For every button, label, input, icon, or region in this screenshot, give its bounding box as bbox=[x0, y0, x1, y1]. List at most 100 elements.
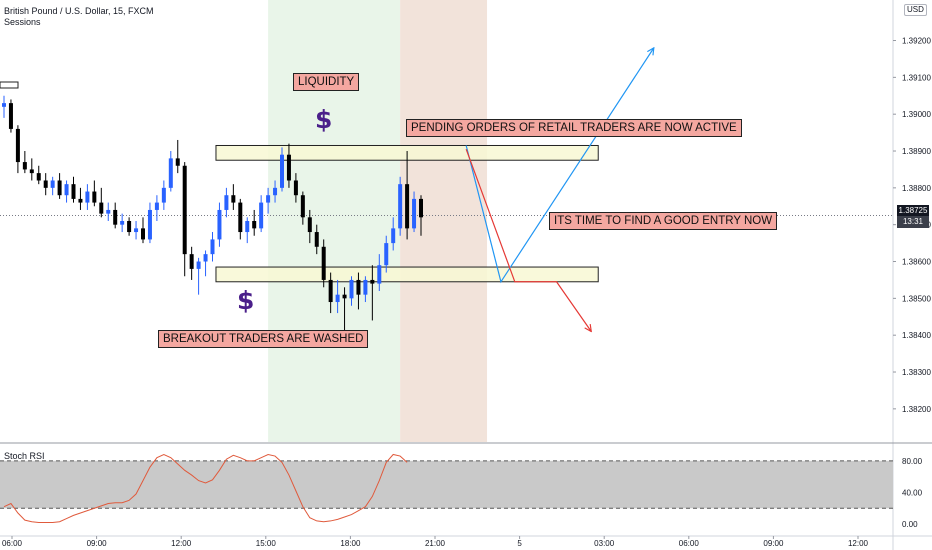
rsi-band bbox=[0, 460, 893, 509]
price-tick-label: 1.38800 bbox=[902, 184, 931, 193]
price-tick-label: 1.39100 bbox=[902, 73, 931, 82]
candle-body bbox=[120, 221, 125, 225]
candle-body bbox=[377, 265, 382, 284]
candle-body bbox=[71, 184, 76, 199]
candle-body bbox=[2, 103, 6, 107]
candle-body bbox=[36, 173, 41, 181]
candle-body bbox=[85, 191, 90, 203]
symbol-title: British Pound / U.S. Dollar, 15, FXCM bbox=[4, 6, 154, 16]
dollar-icon-bottom: $ bbox=[237, 286, 255, 315]
candle-body bbox=[314, 232, 319, 247]
entry-label[interactable]: ITS TIME TO FIND A GOOD ENTRY NOW bbox=[549, 212, 778, 230]
candle-body bbox=[335, 294, 340, 303]
candle-body bbox=[321, 246, 326, 280]
price-tick-label: 1.38600 bbox=[902, 258, 931, 267]
price-tick-label: 1.39000 bbox=[902, 110, 931, 119]
candle-body bbox=[384, 243, 389, 266]
candle-body bbox=[147, 209, 152, 240]
indicator-title: Sessions bbox=[4, 17, 41, 27]
candle-body bbox=[50, 180, 55, 188]
rsi-tick-label: 40.00 bbox=[902, 488, 923, 497]
previous-zone-stub bbox=[0, 81, 19, 89]
candle-body bbox=[419, 198, 423, 218]
candle-body bbox=[217, 209, 222, 240]
candle-body bbox=[349, 279, 354, 299]
candle-body bbox=[43, 180, 48, 188]
candle-body bbox=[22, 162, 27, 170]
price-tick-label: 1.38200 bbox=[902, 405, 931, 414]
dollar-icon-top: $ bbox=[315, 105, 333, 134]
candle-body bbox=[224, 195, 229, 210]
time-tick-label: 06:00 bbox=[679, 539, 700, 548]
time-tick-label: 15:00 bbox=[256, 539, 277, 548]
countdown-tag: 13:31 bbox=[897, 216, 929, 228]
candle-body bbox=[189, 254, 194, 269]
rsi-title: Stoch RSI bbox=[4, 451, 45, 461]
price-tick-label: 1.38400 bbox=[902, 331, 931, 340]
session-band-1 bbox=[268, 0, 401, 442]
candle-body bbox=[412, 198, 417, 229]
candle-body bbox=[293, 180, 298, 196]
candle-body bbox=[141, 228, 145, 240]
breakout-washed-label[interactable]: BREAKOUT TRADERS ARE WASHED bbox=[158, 330, 369, 348]
candle-body bbox=[154, 202, 159, 210]
candle-body bbox=[78, 198, 83, 203]
blue-path bbox=[465, 48, 654, 284]
time-tick-label: 09:00 bbox=[87, 539, 108, 548]
candle-body bbox=[245, 221, 250, 233]
candle-body bbox=[252, 221, 257, 229]
price-tick-label: 1.38300 bbox=[902, 368, 931, 377]
candle-body bbox=[259, 202, 264, 229]
candle-body bbox=[238, 202, 243, 233]
time-tick-label: 12:00 bbox=[171, 539, 192, 548]
candle-body bbox=[15, 128, 20, 163]
candle-body bbox=[161, 187, 166, 203]
candle-body bbox=[266, 195, 271, 203]
liquidity-label[interactable]: LIQUIDITY bbox=[293, 73, 360, 91]
price-tick-label: 1.39200 bbox=[902, 37, 931, 46]
candle-body bbox=[175, 158, 180, 166]
lower-zone bbox=[215, 266, 599, 283]
rsi-tick-label: 80.00 bbox=[902, 457, 923, 466]
candle-body bbox=[8, 103, 13, 129]
candle-body bbox=[196, 261, 201, 269]
candle-body bbox=[273, 187, 278, 196]
candle-body bbox=[210, 239, 215, 255]
time-tick-label: 06:00 bbox=[2, 539, 23, 548]
time-tick-label: 03:00 bbox=[594, 539, 615, 548]
candle-body bbox=[300, 195, 305, 218]
candle-body bbox=[391, 228, 396, 244]
candle-body bbox=[106, 209, 111, 214]
pending-orders-label[interactable]: PENDING ORDERS OF RETAIL TRADERS ARE NOW… bbox=[406, 119, 742, 137]
time-tick-label: 18:00 bbox=[340, 539, 361, 548]
candle-body bbox=[203, 254, 208, 262]
candle-body bbox=[64, 184, 69, 196]
candle-body bbox=[398, 184, 403, 229]
currency-badge[interactable]: USD bbox=[904, 4, 927, 16]
candle-body bbox=[328, 279, 333, 303]
candle-body bbox=[342, 294, 347, 299]
price-tick-label: 1.38900 bbox=[902, 147, 931, 156]
candle-body bbox=[356, 279, 361, 295]
candle-body bbox=[134, 228, 139, 233]
candle-body bbox=[99, 202, 104, 214]
candle-body bbox=[92, 191, 97, 203]
candle-body bbox=[280, 154, 284, 188]
candle-body bbox=[168, 158, 173, 188]
candle-body bbox=[29, 169, 34, 174]
candle-body bbox=[370, 279, 375, 284]
time-tick-label: 09:00 bbox=[763, 539, 784, 548]
stoch-rsi-line bbox=[3, 453, 408, 524]
candle-body bbox=[231, 195, 236, 203]
candle-body bbox=[405, 184, 410, 229]
time-tick-label: 5 bbox=[517, 539, 522, 548]
time-tick-label: 12:00 bbox=[848, 539, 869, 548]
candle-body bbox=[113, 209, 118, 225]
candle-body bbox=[363, 279, 368, 295]
price-tick-label: 1.38500 bbox=[902, 294, 931, 303]
rsi-tick-label: 0.00 bbox=[902, 520, 918, 529]
time-tick-label: 21:00 bbox=[425, 539, 446, 548]
last-price-tag: 1.38725 bbox=[897, 205, 929, 217]
candle-body bbox=[57, 180, 62, 196]
